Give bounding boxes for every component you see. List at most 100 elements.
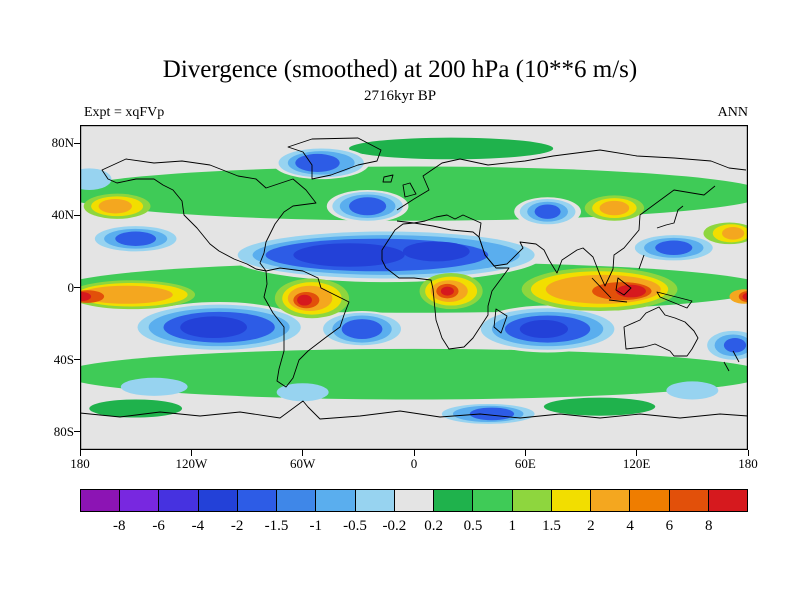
antarctic-green-west xyxy=(89,399,183,418)
contour-region xyxy=(115,231,157,246)
colorbar-level-label: 4 xyxy=(626,518,634,534)
contour-region xyxy=(293,243,405,267)
y-tick-label: 40S xyxy=(53,351,74,367)
x-tick-label: 0 xyxy=(410,456,418,471)
colorbar-cell xyxy=(394,490,435,511)
colorbar-cell xyxy=(277,490,317,511)
coastline xyxy=(723,350,740,372)
arctic-green xyxy=(349,137,554,160)
contour-region xyxy=(440,286,454,296)
colorbar xyxy=(80,489,748,512)
southern-ocean-cyan-3 xyxy=(666,381,719,400)
coastline xyxy=(638,254,645,270)
x-tick-label: 120E xyxy=(622,456,651,471)
coastline xyxy=(287,137,382,180)
y-tick-mark xyxy=(74,359,80,361)
coastline xyxy=(656,205,684,229)
colorbar-level-label: -4 xyxy=(191,518,205,534)
antarctic-green-east xyxy=(543,397,656,416)
coastline xyxy=(263,267,350,388)
contour-region xyxy=(341,319,383,339)
plot-title: Divergence (smoothed) at 200 hPa (10**6 … xyxy=(162,56,638,83)
colorbar-level-label: 0.2 xyxy=(424,518,444,534)
colorbar-cell xyxy=(355,490,395,511)
contour-region xyxy=(98,199,132,214)
coastline xyxy=(656,291,693,309)
colorbar-level-label: -0.5 xyxy=(343,518,367,534)
colorbar-cell xyxy=(81,490,121,511)
colorbar-level-label: -6 xyxy=(152,518,165,534)
y-tick-label: 40N xyxy=(51,207,74,223)
x-tick-mark xyxy=(747,450,749,456)
x-tick-label: 120W xyxy=(175,456,208,471)
contour-region xyxy=(519,320,569,339)
colorbar-cell xyxy=(473,490,513,511)
colorbar-cell xyxy=(551,490,592,511)
x-tick-mark xyxy=(190,450,192,456)
y-tick-mark xyxy=(74,431,80,433)
contour-region xyxy=(402,241,470,262)
y-tick-label: 80S xyxy=(53,423,74,439)
colorbar-level-label: -2 xyxy=(230,518,244,534)
contour-region xyxy=(80,292,92,302)
x-tick-label: 60W xyxy=(290,456,316,471)
coastline xyxy=(615,277,632,296)
contour-region xyxy=(722,227,745,240)
coastline xyxy=(402,182,417,198)
colorbar-level-label: -1 xyxy=(309,518,323,534)
colorbar-level-label: 6 xyxy=(665,518,674,534)
colorbar-cell xyxy=(669,490,709,511)
colorbar-level-label: -8 xyxy=(113,518,126,534)
colorbar-level-label: 8 xyxy=(704,518,713,534)
colorbar-level-label: -0.2 xyxy=(382,518,407,534)
coastline xyxy=(608,299,628,303)
y-tick-label: 0 xyxy=(67,279,75,295)
coastline xyxy=(493,308,508,334)
contour-region xyxy=(616,284,646,298)
coastline xyxy=(591,277,612,299)
contour-region xyxy=(599,200,630,216)
colorbar-level-label: 2 xyxy=(587,518,595,534)
map-plot-area xyxy=(80,125,748,450)
experiment-label: Expt = xqFVp xyxy=(84,105,165,120)
x-tick-mark xyxy=(524,450,526,456)
colorbar-level-label: -1.5 xyxy=(264,518,289,534)
x-tick-mark xyxy=(413,450,415,456)
coastline xyxy=(382,174,394,183)
y-tick-label: 80N xyxy=(51,135,74,151)
nh-midlat-green-band xyxy=(80,166,748,221)
colorbar-cell xyxy=(120,490,160,511)
colorbar-cell xyxy=(316,490,356,511)
y-tick-mark xyxy=(74,142,80,144)
x-tick-label: 180 xyxy=(70,456,90,471)
colorbar-cell xyxy=(198,490,238,511)
colorbar-level-label: 1.5 xyxy=(542,518,561,534)
colorbar-cell xyxy=(434,490,474,511)
x-tick-mark xyxy=(302,450,304,456)
coastline xyxy=(396,149,747,211)
southern-ocean-cyan-1 xyxy=(120,377,188,396)
contour-region xyxy=(297,294,312,306)
sh-midlat-green-band xyxy=(80,348,748,400)
contour-region xyxy=(295,153,340,172)
contour-region xyxy=(180,316,247,339)
contour-region xyxy=(742,292,748,301)
coastline xyxy=(396,185,716,287)
map-frame xyxy=(80,125,748,450)
contour-region xyxy=(469,407,515,421)
coastline xyxy=(381,222,510,350)
plot-subtitle: 2716kyr BP xyxy=(363,88,437,104)
colorbar-cell xyxy=(708,490,747,511)
contour-region xyxy=(534,204,561,219)
y-tick-mark xyxy=(74,214,80,216)
coastline xyxy=(623,306,699,357)
colorbar-level-label: 1 xyxy=(508,518,516,534)
colorbar-cell xyxy=(591,490,631,511)
y-tick-mark xyxy=(74,287,80,288)
colorbar-cell xyxy=(512,490,552,511)
x-tick-label: 60E xyxy=(514,456,536,471)
divergence-contour-map xyxy=(80,125,748,450)
contour-region xyxy=(80,285,173,304)
coastline xyxy=(80,400,748,420)
